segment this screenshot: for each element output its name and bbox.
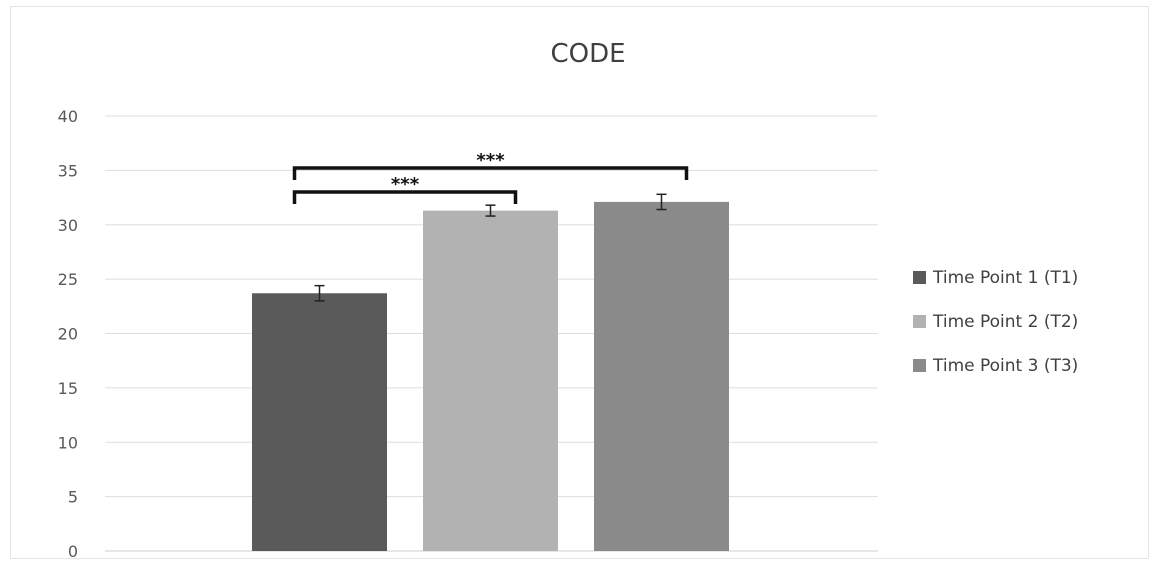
bar xyxy=(594,201,729,551)
gridlines xyxy=(105,115,878,552)
legend-swatch xyxy=(913,271,926,284)
y-tick-label: 0 xyxy=(68,542,78,561)
bar xyxy=(423,210,558,552)
legend-label: Time Point 3 (T3) xyxy=(932,356,1078,376)
y-tick-label: 35 xyxy=(58,161,78,180)
y-tick-label: 20 xyxy=(58,325,78,344)
bracket-line xyxy=(292,190,518,204)
significance-bracket: *** xyxy=(292,174,518,204)
y-tick-label: 15 xyxy=(58,379,78,398)
significance-label: *** xyxy=(476,150,505,171)
y-tick-label: 40 xyxy=(58,107,78,126)
legend-item: Time Point 3 (T3) xyxy=(913,356,1078,376)
bars xyxy=(252,201,729,552)
chart-title: CODE xyxy=(550,39,625,69)
legend: Time Point 1 (T1) Time Point 2 (T2) Time P… xyxy=(913,268,1078,376)
bar xyxy=(252,293,387,551)
legend-label: Time Point 1 (T1) xyxy=(932,268,1078,288)
legend-item: Time Point 2 (T2) xyxy=(913,312,1078,332)
error-bar xyxy=(656,193,667,211)
significance-bracket: *** xyxy=(292,150,689,180)
significance-label: *** xyxy=(391,174,420,195)
significance-brackets: *** *** xyxy=(292,150,689,204)
legend-swatch xyxy=(913,315,926,328)
y-tick-label: 30 xyxy=(58,216,78,235)
error-bar xyxy=(485,204,496,217)
y-tick-label: 10 xyxy=(58,433,78,452)
error-bars xyxy=(314,193,667,302)
error-bar xyxy=(314,284,325,302)
chart-frame xyxy=(10,6,1149,559)
y-tick-label: 5 xyxy=(68,488,78,507)
bracket-line xyxy=(292,166,689,180)
legend-label: Time Point 2 (T2) xyxy=(932,312,1078,332)
y-axis-ticks: 0 5 10 15 20 25 30 35 40 xyxy=(58,107,78,561)
y-tick-label: 25 xyxy=(58,270,78,289)
legend-item: Time Point 1 (T1) xyxy=(913,268,1078,288)
legend-swatch xyxy=(913,359,926,372)
